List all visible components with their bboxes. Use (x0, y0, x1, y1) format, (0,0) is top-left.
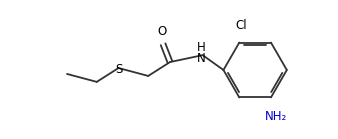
Text: S: S (115, 63, 122, 75)
Text: N: N (197, 52, 206, 65)
Text: O: O (158, 25, 167, 38)
Text: H: H (197, 41, 206, 54)
Text: Cl: Cl (236, 19, 247, 32)
Text: NH₂: NH₂ (265, 110, 287, 123)
